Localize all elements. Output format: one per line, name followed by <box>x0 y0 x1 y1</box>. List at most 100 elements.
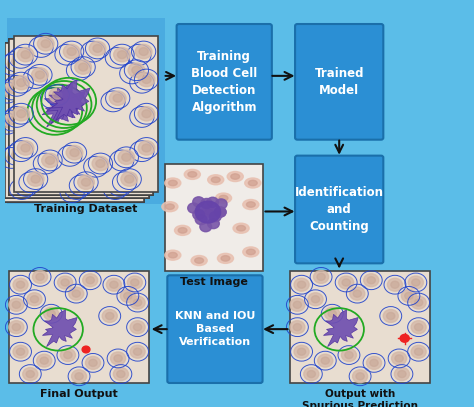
Circle shape <box>414 348 423 355</box>
Circle shape <box>411 321 426 334</box>
Circle shape <box>142 144 151 152</box>
Circle shape <box>142 110 151 118</box>
Circle shape <box>293 301 301 309</box>
Circle shape <box>134 144 150 158</box>
Circle shape <box>31 175 40 183</box>
Circle shape <box>92 156 109 171</box>
Circle shape <box>95 101 112 115</box>
Circle shape <box>137 113 146 121</box>
Circle shape <box>7 154 16 162</box>
Circle shape <box>17 48 34 62</box>
Circle shape <box>82 170 91 177</box>
Circle shape <box>35 98 52 112</box>
Circle shape <box>127 70 137 77</box>
Ellipse shape <box>162 201 178 212</box>
Circle shape <box>18 179 35 193</box>
Circle shape <box>33 270 47 283</box>
Circle shape <box>12 151 21 159</box>
Circle shape <box>128 85 137 94</box>
Ellipse shape <box>245 178 261 188</box>
Circle shape <box>99 104 109 112</box>
Circle shape <box>13 278 28 291</box>
Circle shape <box>23 368 38 381</box>
Circle shape <box>127 276 142 289</box>
Circle shape <box>130 296 145 309</box>
Circle shape <box>129 148 146 162</box>
Circle shape <box>131 279 139 286</box>
Circle shape <box>82 346 90 353</box>
Circle shape <box>61 279 69 286</box>
FancyBboxPatch shape <box>295 24 383 140</box>
Circle shape <box>9 298 24 311</box>
Circle shape <box>109 97 118 105</box>
Circle shape <box>49 88 65 102</box>
Circle shape <box>37 156 54 171</box>
Circle shape <box>23 175 39 189</box>
Circle shape <box>207 197 219 207</box>
Circle shape <box>135 44 152 59</box>
Circle shape <box>109 50 126 65</box>
Ellipse shape <box>221 256 230 261</box>
Circle shape <box>370 359 378 366</box>
Circle shape <box>69 70 79 78</box>
Text: Identification
and
Counting: Identification and Counting <box>295 186 383 233</box>
Circle shape <box>138 72 155 87</box>
Text: Final Output: Final Output <box>40 389 118 399</box>
Circle shape <box>26 370 35 378</box>
Circle shape <box>82 274 98 287</box>
Circle shape <box>118 150 135 164</box>
Polygon shape <box>42 87 81 127</box>
Circle shape <box>102 309 117 322</box>
Circle shape <box>17 79 26 87</box>
Circle shape <box>75 60 91 74</box>
Ellipse shape <box>227 171 243 182</box>
Circle shape <box>392 352 407 365</box>
Ellipse shape <box>246 202 255 207</box>
Ellipse shape <box>204 209 213 215</box>
Circle shape <box>342 279 350 286</box>
Circle shape <box>387 278 402 291</box>
Circle shape <box>311 295 319 303</box>
Circle shape <box>77 182 86 189</box>
Circle shape <box>313 270 328 283</box>
Circle shape <box>134 110 150 124</box>
Circle shape <box>318 354 333 367</box>
Circle shape <box>17 110 26 118</box>
Circle shape <box>122 153 131 161</box>
Circle shape <box>108 57 118 66</box>
Circle shape <box>8 54 25 69</box>
Circle shape <box>125 175 134 183</box>
Circle shape <box>7 116 17 125</box>
Circle shape <box>61 155 70 163</box>
Circle shape <box>356 373 364 380</box>
Circle shape <box>297 281 306 288</box>
Circle shape <box>193 197 204 207</box>
Circle shape <box>8 148 25 162</box>
FancyBboxPatch shape <box>14 36 158 192</box>
Circle shape <box>78 175 94 189</box>
Circle shape <box>56 159 65 166</box>
Circle shape <box>69 287 84 300</box>
Circle shape <box>117 157 126 164</box>
Circle shape <box>307 370 316 378</box>
Circle shape <box>63 44 80 59</box>
Circle shape <box>124 292 132 300</box>
Ellipse shape <box>165 250 181 260</box>
Circle shape <box>121 54 138 69</box>
Circle shape <box>53 57 62 66</box>
Circle shape <box>12 113 21 121</box>
FancyBboxPatch shape <box>295 155 383 263</box>
Circle shape <box>87 166 96 174</box>
Circle shape <box>400 335 409 342</box>
Circle shape <box>18 78 35 92</box>
Circle shape <box>214 207 226 217</box>
Circle shape <box>17 185 26 193</box>
Circle shape <box>109 91 126 105</box>
Circle shape <box>353 370 368 383</box>
Circle shape <box>104 160 121 175</box>
Circle shape <box>64 352 72 359</box>
Circle shape <box>201 199 212 208</box>
Circle shape <box>46 156 55 164</box>
Circle shape <box>294 278 309 291</box>
Circle shape <box>114 48 130 62</box>
